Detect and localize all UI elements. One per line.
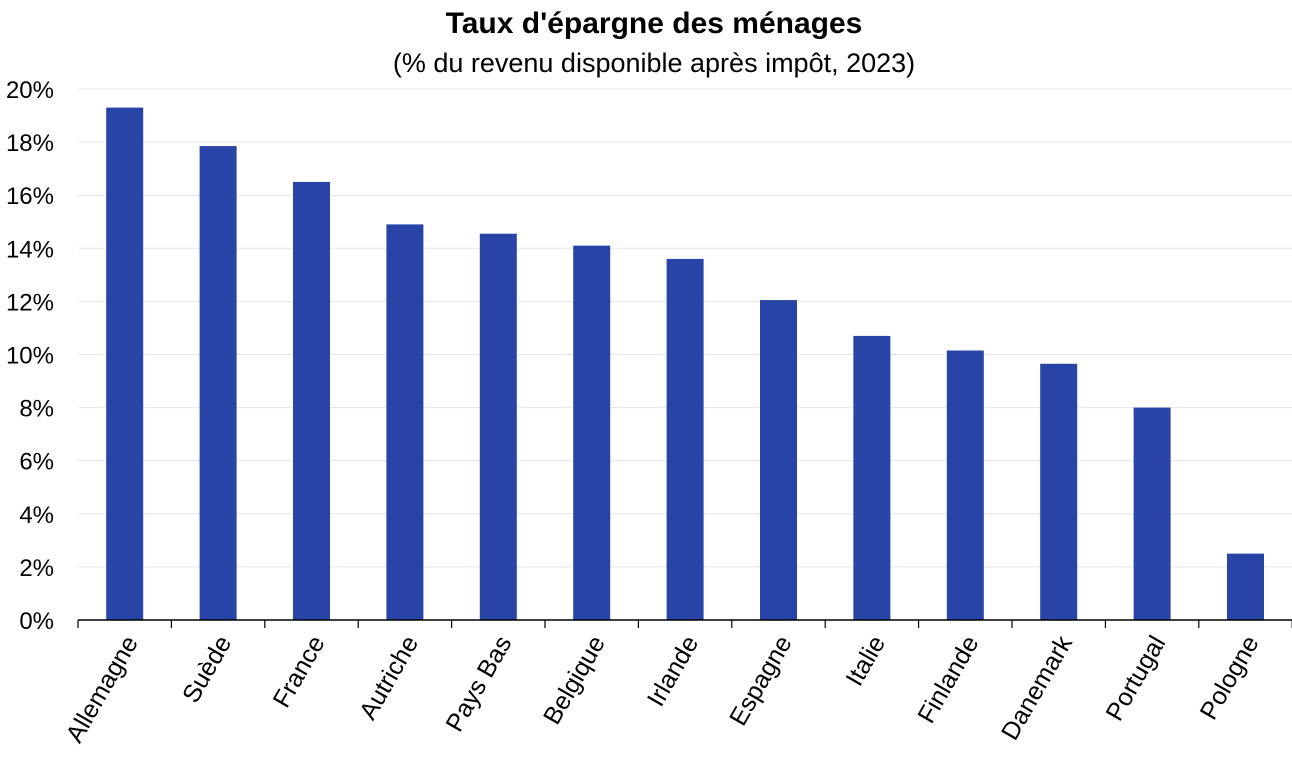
chart-title: Taux d'épargne des ménages <box>446 7 863 40</box>
bar-finlande <box>946 350 984 620</box>
x-tick-label: Pologne <box>1195 631 1265 724</box>
x-tick-label: France <box>268 631 331 712</box>
x-tick-label: Finlande <box>912 631 984 728</box>
bar-belgique <box>573 245 611 620</box>
y-tick-label: 8% <box>19 396 54 423</box>
x-axis-ticks: Allemagne Suède France Autriche Pays Bas Belg… <box>61 631 1265 748</box>
x-tick-label: Suède <box>177 631 237 708</box>
bar-autriche <box>386 224 424 620</box>
x-tick-label: Irlande <box>642 631 704 711</box>
y-axis-ticks: 0% 2% 4% 6% 8% 10% 12% 14% 16% 18% 20% <box>6 77 54 635</box>
y-tick-label: 16% <box>6 183 54 210</box>
x-tick-label: Italie <box>840 631 891 691</box>
y-tick-label: 2% <box>19 555 54 582</box>
bar-pologne <box>1227 553 1264 620</box>
bar-irlande <box>666 258 704 620</box>
y-tick-label: 10% <box>6 343 54 370</box>
x-tick-label: Danemark <box>996 631 1078 745</box>
x-tick-label: Pays Bas <box>440 631 517 736</box>
x-tick-label: Belgique <box>538 631 611 729</box>
x-tick-label: Portugal <box>1100 631 1171 726</box>
x-tick-label: Autriche <box>354 631 424 724</box>
bar-allemagne <box>106 107 144 620</box>
bar-france <box>293 181 330 621</box>
y-tick-label: 4% <box>19 502 54 529</box>
y-tick-label: 0% <box>19 608 54 635</box>
bar-italie <box>853 335 891 620</box>
y-tick-label: 18% <box>6 130 54 157</box>
bar-suède <box>199 146 237 620</box>
y-tick-label: 14% <box>6 236 54 263</box>
y-tick-label: 20% <box>6 77 54 104</box>
x-tick-label: Allemagne <box>61 631 144 747</box>
y-tick-label: 12% <box>6 289 54 316</box>
bar-pays-bas <box>479 233 517 620</box>
x-tick-label: Espagne <box>724 631 798 730</box>
bar-portugal <box>1133 407 1171 620</box>
x-axis <box>77 619 1292 628</box>
bars <box>106 107 1264 621</box>
bar-danemark <box>1040 363 1078 620</box>
y-tick-label: 6% <box>19 449 54 476</box>
chart-subtitle: (% du revenu disponible après impôt, 202… <box>393 48 915 78</box>
bar-espagne <box>760 300 797 620</box>
